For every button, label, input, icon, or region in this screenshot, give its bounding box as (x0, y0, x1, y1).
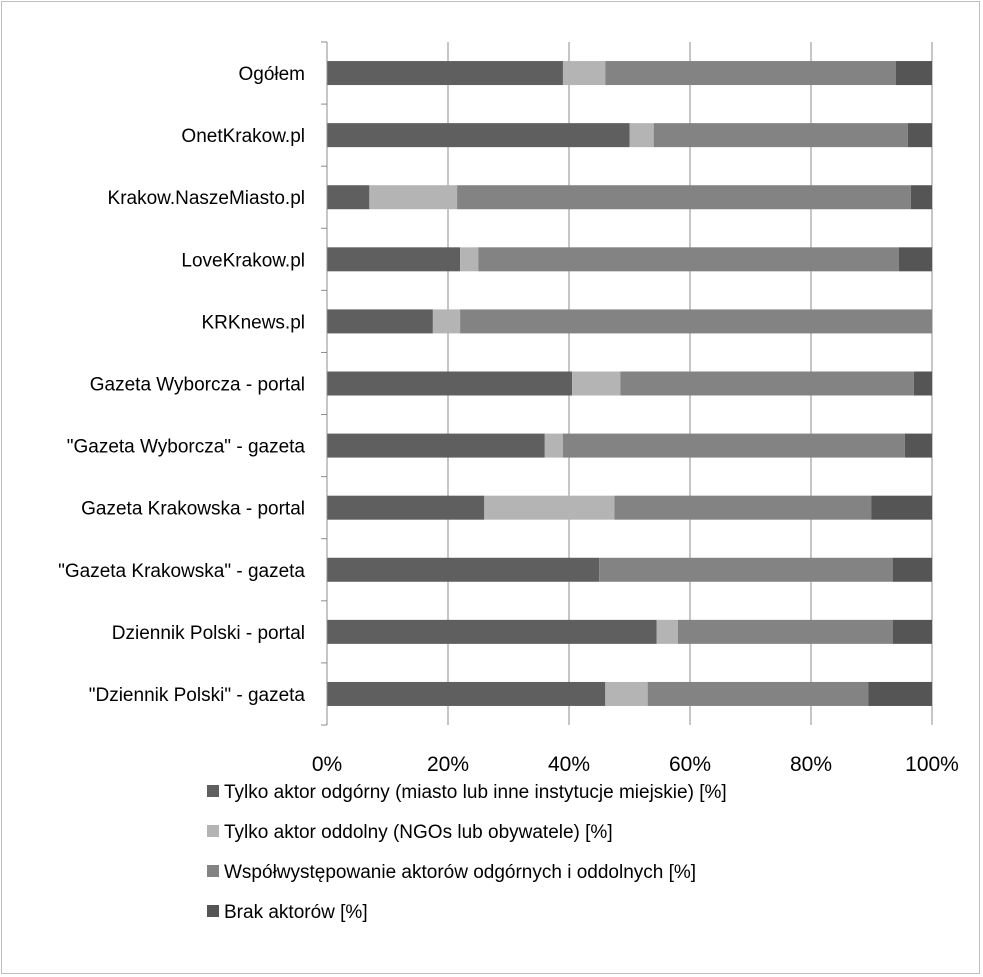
bar-segment (478, 247, 899, 272)
bar-segment (327, 185, 370, 210)
bar-segment (327, 681, 606, 706)
category-axis (321, 41, 328, 726)
category-label: "Dziennik Polski" - gazeta (89, 685, 306, 706)
bar-segment (907, 123, 932, 148)
bar-segment (327, 433, 545, 458)
legend-label: Brak aktorów [%] (224, 902, 368, 923)
bar-segment (327, 61, 563, 86)
x-tick-label: 40% (548, 753, 590, 776)
bar-segment (656, 619, 678, 644)
bars (327, 61, 932, 706)
bar-segment (653, 123, 908, 148)
bar-segment (910, 185, 932, 210)
bar-segment (599, 557, 893, 582)
bar-segment (572, 371, 621, 396)
bar-segment (460, 247, 479, 272)
x-tick-label: 100% (905, 753, 959, 776)
category-label: Ogółem (238, 64, 305, 85)
x-tick-label: 0% (312, 753, 342, 776)
bar-segment (432, 309, 461, 334)
bar-segment (327, 619, 657, 644)
legend-label: Współwystępowanie aktorów odgórnych i od… (224, 862, 696, 883)
legend-label: Tylko aktor odgórny (miasto lub inne ins… (224, 782, 727, 803)
bar-segment (904, 433, 932, 458)
category-label: "Gazeta Krakowska" - gazeta (58, 561, 305, 582)
x-tick-label: 20% (427, 753, 469, 776)
bar-segment (605, 681, 648, 706)
category-label: OnetKrakow.pl (181, 126, 305, 147)
legend-swatch (207, 825, 219, 837)
category-label: Gazeta Krakowska - portal (81, 499, 305, 520)
category-label: Gazeta Wyborcza - portal (90, 375, 305, 396)
category-labels: Ogółem OnetKrakow.pl Krakow.NaszeMiasto.pl… (58, 64, 305, 706)
category-label: KRKnews.pl (202, 312, 306, 333)
bar-segment (620, 371, 914, 396)
bar-segment (460, 309, 932, 334)
bar-segment (544, 433, 563, 458)
bar-segment (562, 61, 606, 86)
bar-segment (562, 433, 905, 458)
bar-segment (484, 495, 615, 520)
bar-segment (895, 61, 932, 86)
category-label: "Gazeta Wyborcza" - gazeta (67, 437, 306, 458)
bar-segment (677, 619, 893, 644)
bar-segment (614, 495, 872, 520)
bar-segment (629, 123, 654, 148)
bar-segment (457, 185, 911, 210)
bar-segment (327, 123, 630, 148)
bar-segment (327, 495, 485, 520)
bar-segment (327, 309, 433, 334)
bar-segment (892, 619, 932, 644)
bar-segment (892, 557, 932, 582)
bar-segment (871, 495, 932, 520)
x-tick-labels: 0% 20% 40% 60% 80% 100% (312, 753, 959, 776)
bar-segment (327, 371, 573, 396)
legend-swatch (207, 785, 219, 797)
bar-segment (898, 247, 932, 272)
category-label: LoveKrakow.pl (181, 250, 305, 271)
legend: Tylko aktor odgórny (miasto lub inne ins… (207, 782, 727, 923)
bar-segment (369, 185, 458, 210)
legend-swatch (207, 905, 219, 917)
category-label: Dziennik Polski - portal (112, 623, 305, 644)
bar-segment (913, 371, 932, 396)
legend-label: Tylko aktor oddolny (NGOs lub obywatele)… (224, 822, 613, 843)
x-tick-label: 60% (669, 753, 711, 776)
x-tick-label: 80% (790, 753, 832, 776)
bar-segment (647, 681, 869, 706)
bar-segment (327, 247, 461, 272)
legend-swatch (207, 865, 219, 877)
bar-segment (868, 681, 932, 706)
bar-segment (327, 557, 600, 582)
bar-segment (605, 61, 896, 86)
category-label: Krakow.NaszeMiasto.pl (108, 188, 305, 209)
